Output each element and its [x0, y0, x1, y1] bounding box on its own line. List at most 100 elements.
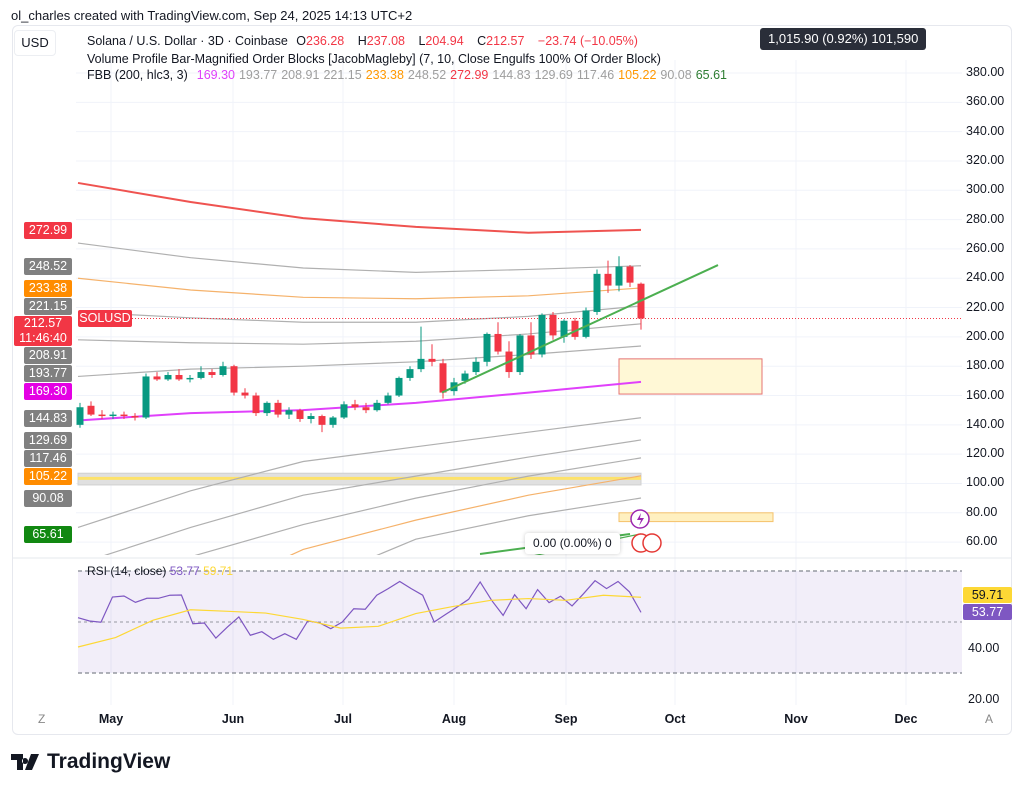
candle-body [120, 414, 128, 417]
change-value: −23.74 (−10.05%) [537, 34, 638, 48]
price-axis-tick: 140.00 [966, 416, 1005, 431]
chart-credit: ol_charles created with TradingView.com,… [11, 8, 413, 23]
time-axis-label: Oct [664, 712, 686, 726]
price-axis-tick: 180.00 [966, 358, 1005, 373]
rsi-legend[interactable]: RSI (14, close) 53.77 59.71 [87, 564, 234, 578]
time-axis-label: Nov [784, 712, 808, 726]
fbb-value: 272.99 [450, 68, 489, 82]
price-axis-tick: 200.00 [966, 328, 1005, 343]
price-axis-badge: 144.83 [24, 409, 72, 427]
price-axis-badge: 129.69 [24, 431, 72, 449]
fbb-band-line [77, 380, 642, 422]
time-axis-label: Sep [554, 712, 578, 726]
time-axis-label: Jun [221, 712, 245, 726]
auto-scale-z-button[interactable]: Z [38, 712, 46, 726]
fbb-band-line [77, 417, 642, 529]
price-axis-tick: 100.00 [966, 475, 1005, 490]
candle-body [142, 376, 150, 418]
fbb-value: 221.15 [323, 68, 362, 82]
fbb-value: 169.30 [196, 68, 235, 82]
candle-body [76, 407, 84, 425]
price-axis-badge: 272.99 [24, 221, 72, 239]
candle-body [395, 377, 403, 396]
rsi-pane [77, 570, 962, 674]
currency-button[interactable]: USD [14, 30, 56, 56]
candle-body [186, 377, 194, 380]
indicator-legend-fbb[interactable]: FBB (200, hlc3, 3) 169.30 193.77 208.91 221.… [87, 68, 727, 82]
candle-body [615, 266, 623, 286]
candle-body [307, 416, 315, 419]
candle-body [252, 395, 260, 414]
price-badge-value: 129.69 [28, 432, 68, 447]
candle-body [428, 358, 436, 362]
candle-body [274, 402, 282, 415]
price-axis-tick: 240.00 [966, 270, 1005, 285]
candle-body [626, 266, 634, 283]
price-axis-tick: 300.00 [966, 182, 1005, 197]
candle-body [472, 361, 480, 373]
us-flag-event-icon [642, 533, 662, 553]
candle-body [593, 273, 601, 312]
candle-body [197, 372, 205, 378]
candle-body [175, 374, 183, 380]
rsi-tick: 20.00 [968, 692, 1000, 706]
grid [12, 60, 1012, 705]
price-axis-badge: 208.91 [24, 346, 72, 364]
candle-body [439, 363, 447, 393]
price-axis-tick: 260.00 [966, 240, 1005, 255]
order-block-bullish [618, 358, 763, 395]
price-badge-value: 169.30 [28, 383, 68, 398]
price-badge-value: 65.61 [32, 526, 64, 541]
candle-body [98, 414, 106, 417]
candle-body [351, 404, 359, 408]
main-pane [76, 181, 962, 555]
time-axis-label: May [98, 712, 124, 726]
price-axis-badge: 117.46 [24, 449, 72, 467]
price-axis-tick: 360.00 [966, 94, 1005, 109]
fbb-band-line [77, 345, 642, 378]
measure-tooltip: 1,015.90 (0.92%) 101,590 [760, 28, 927, 50]
price-badge-value: 208.91 [28, 347, 68, 362]
candle-body [527, 335, 535, 355]
candle-body [153, 376, 161, 380]
candle-body [494, 333, 502, 352]
price-axis-badge: 233.38 [24, 279, 72, 297]
rsi-ma-line [77, 594, 642, 648]
symbol-legend: Solana / U.S. Dollar · 3D · Coinbase O23… [87, 34, 638, 48]
price-badge-value: 117.46 [29, 450, 67, 465]
tradingview-logo[interactable]: TradingView [11, 750, 170, 774]
price-axis-badge: 65.61 [24, 525, 72, 543]
candle-body [296, 410, 304, 419]
time-axis-label: Aug [441, 712, 467, 726]
time-axis-label: Dec [894, 712, 918, 726]
fbb-value: 117.46 [576, 68, 615, 82]
candle-body [219, 366, 227, 375]
candle-body [461, 373, 469, 381]
price-axis-tick: 220.00 [966, 299, 1005, 314]
candle-body [131, 416, 139, 418]
price-badge-value: 233.38 [28, 280, 68, 295]
symbol-price-label: SOLUSD [78, 310, 132, 327]
fbb-value: 208.91 [281, 68, 320, 82]
candle-body [208, 372, 216, 375]
price-badge-value: 90.08 [32, 491, 64, 506]
candle-body [285, 410, 293, 415]
price-badge-value: 144.83 [28, 410, 68, 425]
rsi-band-background [78, 571, 962, 673]
fbb-band-line [194, 457, 642, 555]
price-badge-value: 105.22 [28, 468, 68, 483]
rsi-ma-badge: 59.71 [963, 587, 1012, 603]
symbol-title[interactable]: Solana / U.S. Dollar · 3D · Coinbase [87, 34, 288, 48]
lightning-icon [637, 513, 644, 526]
price-axis-tick: 160.00 [966, 387, 1005, 402]
candle-body [582, 310, 590, 337]
indicator-legend-order-blocks[interactable]: Volume Profile Bar-Magnified Order Block… [87, 52, 661, 66]
auto-scale-a-button[interactable]: A [985, 712, 994, 726]
order-block-small [618, 512, 774, 523]
candle-body [483, 333, 491, 362]
candle-body [604, 273, 612, 286]
candle-body [87, 405, 95, 415]
fbb-value: 248.52 [407, 68, 447, 82]
rsi-tick: 40.00 [968, 641, 1000, 655]
